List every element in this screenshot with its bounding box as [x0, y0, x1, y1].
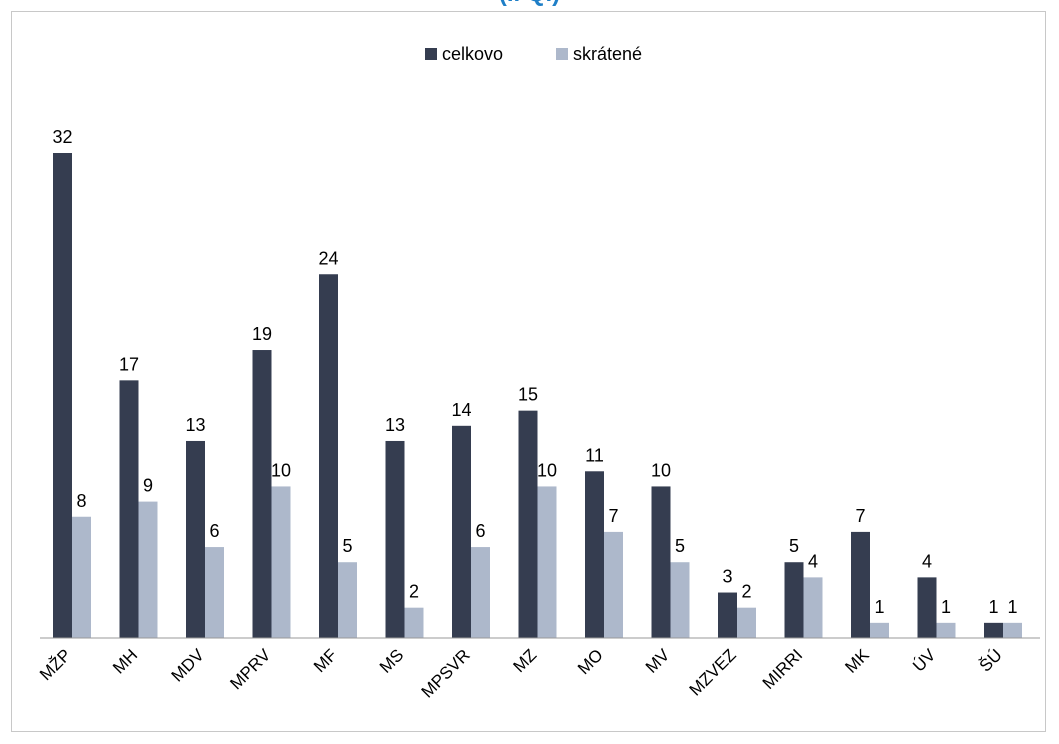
data-label-celkovo-10: 3	[722, 567, 732, 587]
data-label-skratene-3: 10	[271, 460, 291, 480]
bar-skratene-4	[338, 562, 357, 638]
x-tick-label-6: MPSVR	[418, 645, 474, 701]
legend: celkovo skrátené	[425, 44, 642, 64]
bar-skratene-12	[870, 622, 889, 638]
data-label-skratene-5: 2	[409, 582, 419, 602]
data-label-celkovo-4: 24	[318, 248, 338, 268]
data-label-skratene-12: 1	[874, 597, 884, 617]
x-tick-labels: MŽP MH MDV MPRV MF MS MPSVR MZ MO MV MZVEZ MIRRI MK Ú…	[36, 645, 1006, 702]
data-label-skratene-10: 2	[741, 582, 751, 602]
bar-celkovo-5	[385, 440, 405, 638]
data-label-celkovo-11: 5	[789, 536, 799, 556]
data-label-skratene-11: 4	[808, 551, 818, 571]
data-label-skratene-2: 6	[209, 521, 219, 541]
data-label-celkovo-2: 13	[185, 415, 205, 435]
data-label-celkovo-8: 11	[585, 445, 604, 465]
x-tick-label-0: MŽP	[36, 645, 75, 684]
data-label-celkovo-12: 7	[855, 506, 865, 526]
data-label-skratene-6: 6	[475, 521, 485, 541]
x-tick-label-3: MPRV	[226, 645, 274, 693]
legend-swatch-celkovo	[425, 48, 437, 60]
legend-label-celkovo: celkovo	[442, 44, 503, 64]
bar-celkovo-4	[319, 274, 338, 638]
bar-celkovo-3	[252, 350, 272, 638]
bar-skratene-10	[737, 607, 756, 638]
data-label-celkovo-6: 14	[451, 400, 471, 420]
bar-celkovo-9	[651, 486, 671, 638]
data-label-celkovo-13: 4	[922, 551, 932, 571]
bar-skratene-3	[271, 486, 291, 638]
data-label-celkovo-0: 32	[52, 127, 72, 147]
bar-celkovo-1	[119, 380, 139, 638]
x-tick-label-9: MV	[642, 645, 674, 677]
bar-skratene-8	[604, 531, 623, 638]
bar-skratene-7	[537, 486, 557, 638]
chart-frame	[11, 11, 1046, 732]
x-tick-label-2: MDV	[168, 645, 209, 686]
data-label-skratene-9: 5	[675, 536, 685, 556]
x-tick-label-8: MO	[574, 645, 607, 678]
data-label-skratene-7: 10	[537, 460, 557, 480]
data-label-skratene-1: 9	[143, 476, 153, 496]
data-label-skratene-8: 7	[608, 506, 618, 526]
bar-skratene-13	[936, 622, 956, 638]
bar-skratene-5	[404, 607, 424, 638]
data-label-celkovo-5: 13	[385, 415, 405, 435]
data-label-celkovo-9: 10	[651, 460, 671, 480]
data-label-celkovo-3: 19	[252, 324, 272, 344]
bar-celkovo-0	[53, 153, 72, 638]
bar-celkovo-8	[585, 471, 604, 638]
x-tick-label-11: MIRRI	[759, 645, 806, 692]
bar-skratene-0	[72, 516, 91, 638]
data-label-skratene-13: 1	[941, 597, 951, 617]
bar-celkovo-12	[851, 531, 870, 638]
bar-celkovo-2	[186, 440, 205, 638]
bar-celkovo-6	[452, 425, 471, 638]
legend-swatch-skratene	[556, 48, 568, 60]
chart-title-partial: (I. Q.)	[0, 0, 1059, 8]
x-tick-label-13: ÚV	[909, 645, 940, 676]
x-tick-label-10: MZVEZ	[686, 645, 740, 699]
x-tick-label-14: ŠÚ	[976, 645, 1006, 675]
x-tick-label-5: MS	[376, 645, 407, 676]
x-tick-label-7: MZ	[510, 645, 541, 676]
bar-celkovo-10	[718, 592, 737, 638]
x-tick-label-1: MH	[109, 645, 141, 677]
bar-skratene-6	[471, 547, 490, 638]
data-label-celkovo-1: 17	[119, 354, 139, 374]
bar-celkovo-7	[518, 410, 538, 638]
legend-label-skratene: skrátené	[573, 44, 642, 64]
bar-skratene-11	[803, 577, 823, 638]
bar-skratene-2	[205, 547, 224, 638]
data-label-celkovo-14: 1	[988, 597, 998, 617]
data-label-skratene-0: 8	[76, 491, 86, 511]
bar-celkovo-11	[784, 562, 804, 638]
data-label-celkovo-7: 15	[518, 385, 538, 405]
bar-skratene-9	[670, 562, 690, 638]
bar-celkovo-14	[984, 622, 1003, 638]
bar-celkovo-13	[917, 577, 937, 638]
x-tick-label-4: MF	[310, 645, 341, 676]
data-label-skratene-14: 1	[1007, 597, 1017, 617]
x-tick-label-12: MK	[841, 645, 873, 677]
data-label-skratene-4: 5	[342, 536, 352, 556]
bar-skratene-1	[138, 501, 158, 638]
bar-skratene-14	[1003, 622, 1022, 638]
bars-group: 3281791361910245132146151011710532547141…	[52, 127, 1022, 638]
